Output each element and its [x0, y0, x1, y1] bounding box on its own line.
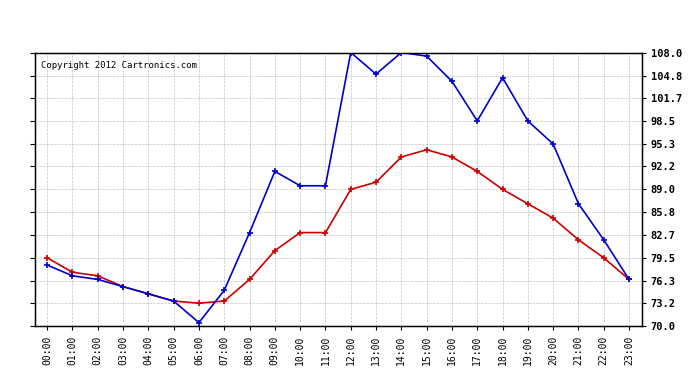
Text: Outdoor Temperature (Red) vs THSW Index (Blue) per Hour (24 Hours) 20120630: Outdoor Temperature (Red) vs THSW Index … — [7, 16, 607, 29]
Text: Copyright 2012 Cartronics.com: Copyright 2012 Cartronics.com — [41, 61, 197, 70]
